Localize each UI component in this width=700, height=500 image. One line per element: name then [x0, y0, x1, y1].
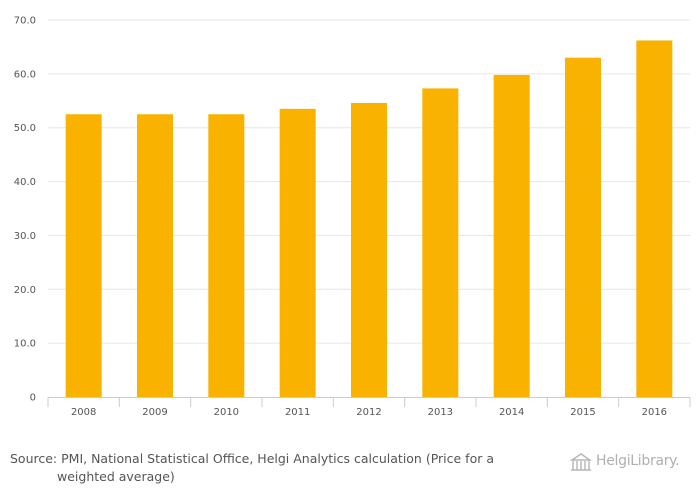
library-building-icon: [569, 453, 593, 471]
helgi-library-logo[interactable]: HelgiLibrary.: [569, 449, 680, 473]
x-tick-label: 2012: [356, 407, 381, 418]
bar: [422, 88, 459, 398]
y-tick-label: 50.0: [14, 123, 36, 134]
logo-text: HelgiLibrary.: [596, 453, 680, 469]
x-tick-label: 2009: [142, 407, 167, 418]
source-note: Source: PMI, National Statistical Office…: [10, 450, 530, 486]
x-axis: 2008 2009 2010 2011 2012 2013 2014 2015 2016: [47, 397, 691, 418]
bar: [351, 102, 387, 397]
x-tick-label: 2010: [214, 407, 239, 418]
x-tick-label: 2013: [428, 407, 453, 418]
y-tick-label: 20.0: [14, 285, 36, 296]
y-axis: 0 10.0 20.0 30.0 40.0 50.0 60.0 70.0: [14, 16, 36, 404]
bar: [565, 57, 601, 397]
bar: [636, 40, 673, 398]
y-tick-label: 10.0: [14, 339, 36, 350]
bar: [279, 108, 316, 397]
bar: [65, 114, 102, 397]
y-tick-label: 0: [30, 393, 36, 404]
y-tick-label: 40.0: [14, 177, 36, 188]
y-tick-label: 30.0: [14, 231, 36, 242]
x-tick-label: 2015: [570, 407, 595, 418]
bars: [65, 40, 673, 398]
y-tick-label: 60.0: [14, 69, 36, 80]
x-tick-label: 2014: [499, 407, 524, 418]
bar: [493, 74, 530, 397]
y-tick-label: 70.0: [14, 16, 36, 27]
bar-chart: 010.020.030.040.050.060.070.0 2008 2009 20…: [14, 16, 691, 418]
source-line-2: weighted average): [57, 469, 175, 484]
bar: [137, 114, 173, 397]
bar: [208, 114, 245, 397]
x-tick-label: 2016: [642, 407, 667, 418]
x-tick-label: 2008: [71, 407, 96, 418]
source-line-1: Source: PMI, National Statistical Office…: [10, 451, 494, 466]
x-tick-label: 2011: [285, 407, 310, 418]
